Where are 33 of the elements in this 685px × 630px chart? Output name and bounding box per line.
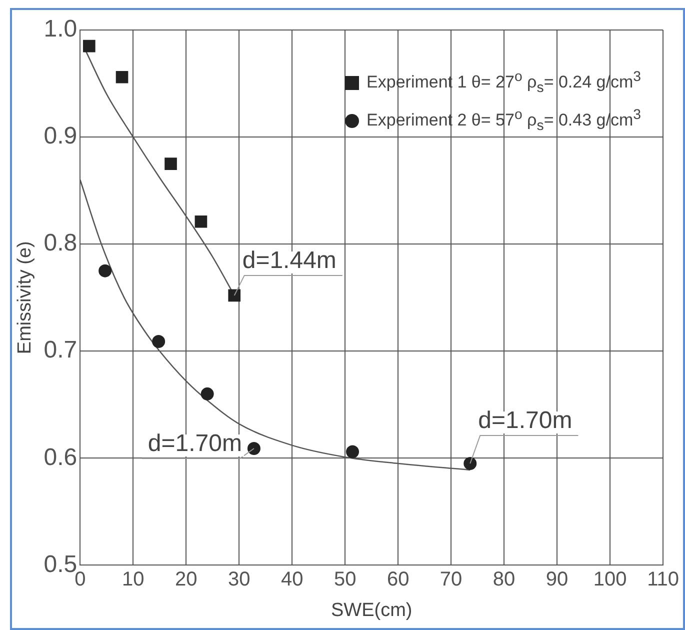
point <box>228 289 241 302</box>
x-tick-label: 70 <box>440 568 462 591</box>
x-tick-label: 110 <box>647 568 679 591</box>
x-tick-label: 30 <box>228 568 250 591</box>
point <box>116 70 128 84</box>
point <box>98 264 112 278</box>
y-axis-title: Emissivity (e) <box>14 241 36 354</box>
point <box>194 215 208 228</box>
annotation: d=1.70m <box>148 430 242 458</box>
point <box>200 387 214 400</box>
point <box>346 445 360 458</box>
y-tick-label: 1.0 <box>44 16 78 43</box>
x-tick-label: 100 <box>593 568 627 591</box>
x-tick-label: 10 <box>122 568 144 591</box>
x-tick-label: 80 <box>492 568 516 591</box>
point <box>464 457 477 470</box>
y-tick-label: 0.7 <box>44 336 78 364</box>
point <box>247 442 260 456</box>
x-tick-label: 50 <box>334 568 356 591</box>
point <box>164 158 177 170</box>
y-tick-label: 0.8 <box>44 230 78 257</box>
x-tick-label: 40 <box>280 568 304 591</box>
x-tick-label: 60 <box>386 568 410 591</box>
annotation: d=1.70m <box>478 407 572 434</box>
point <box>152 334 166 348</box>
x-axis-title: SWE(cm) <box>330 600 412 621</box>
x-tick-label: 20 <box>175 568 198 591</box>
annotation: d=1.44m <box>242 247 336 274</box>
x-tick-label: 90 <box>546 568 568 591</box>
y-tick-label: 0.9 <box>44 122 78 150</box>
point <box>83 40 96 52</box>
y-tick-label: 0.6 <box>44 444 78 471</box>
x-tick-label: 0 <box>74 568 86 591</box>
